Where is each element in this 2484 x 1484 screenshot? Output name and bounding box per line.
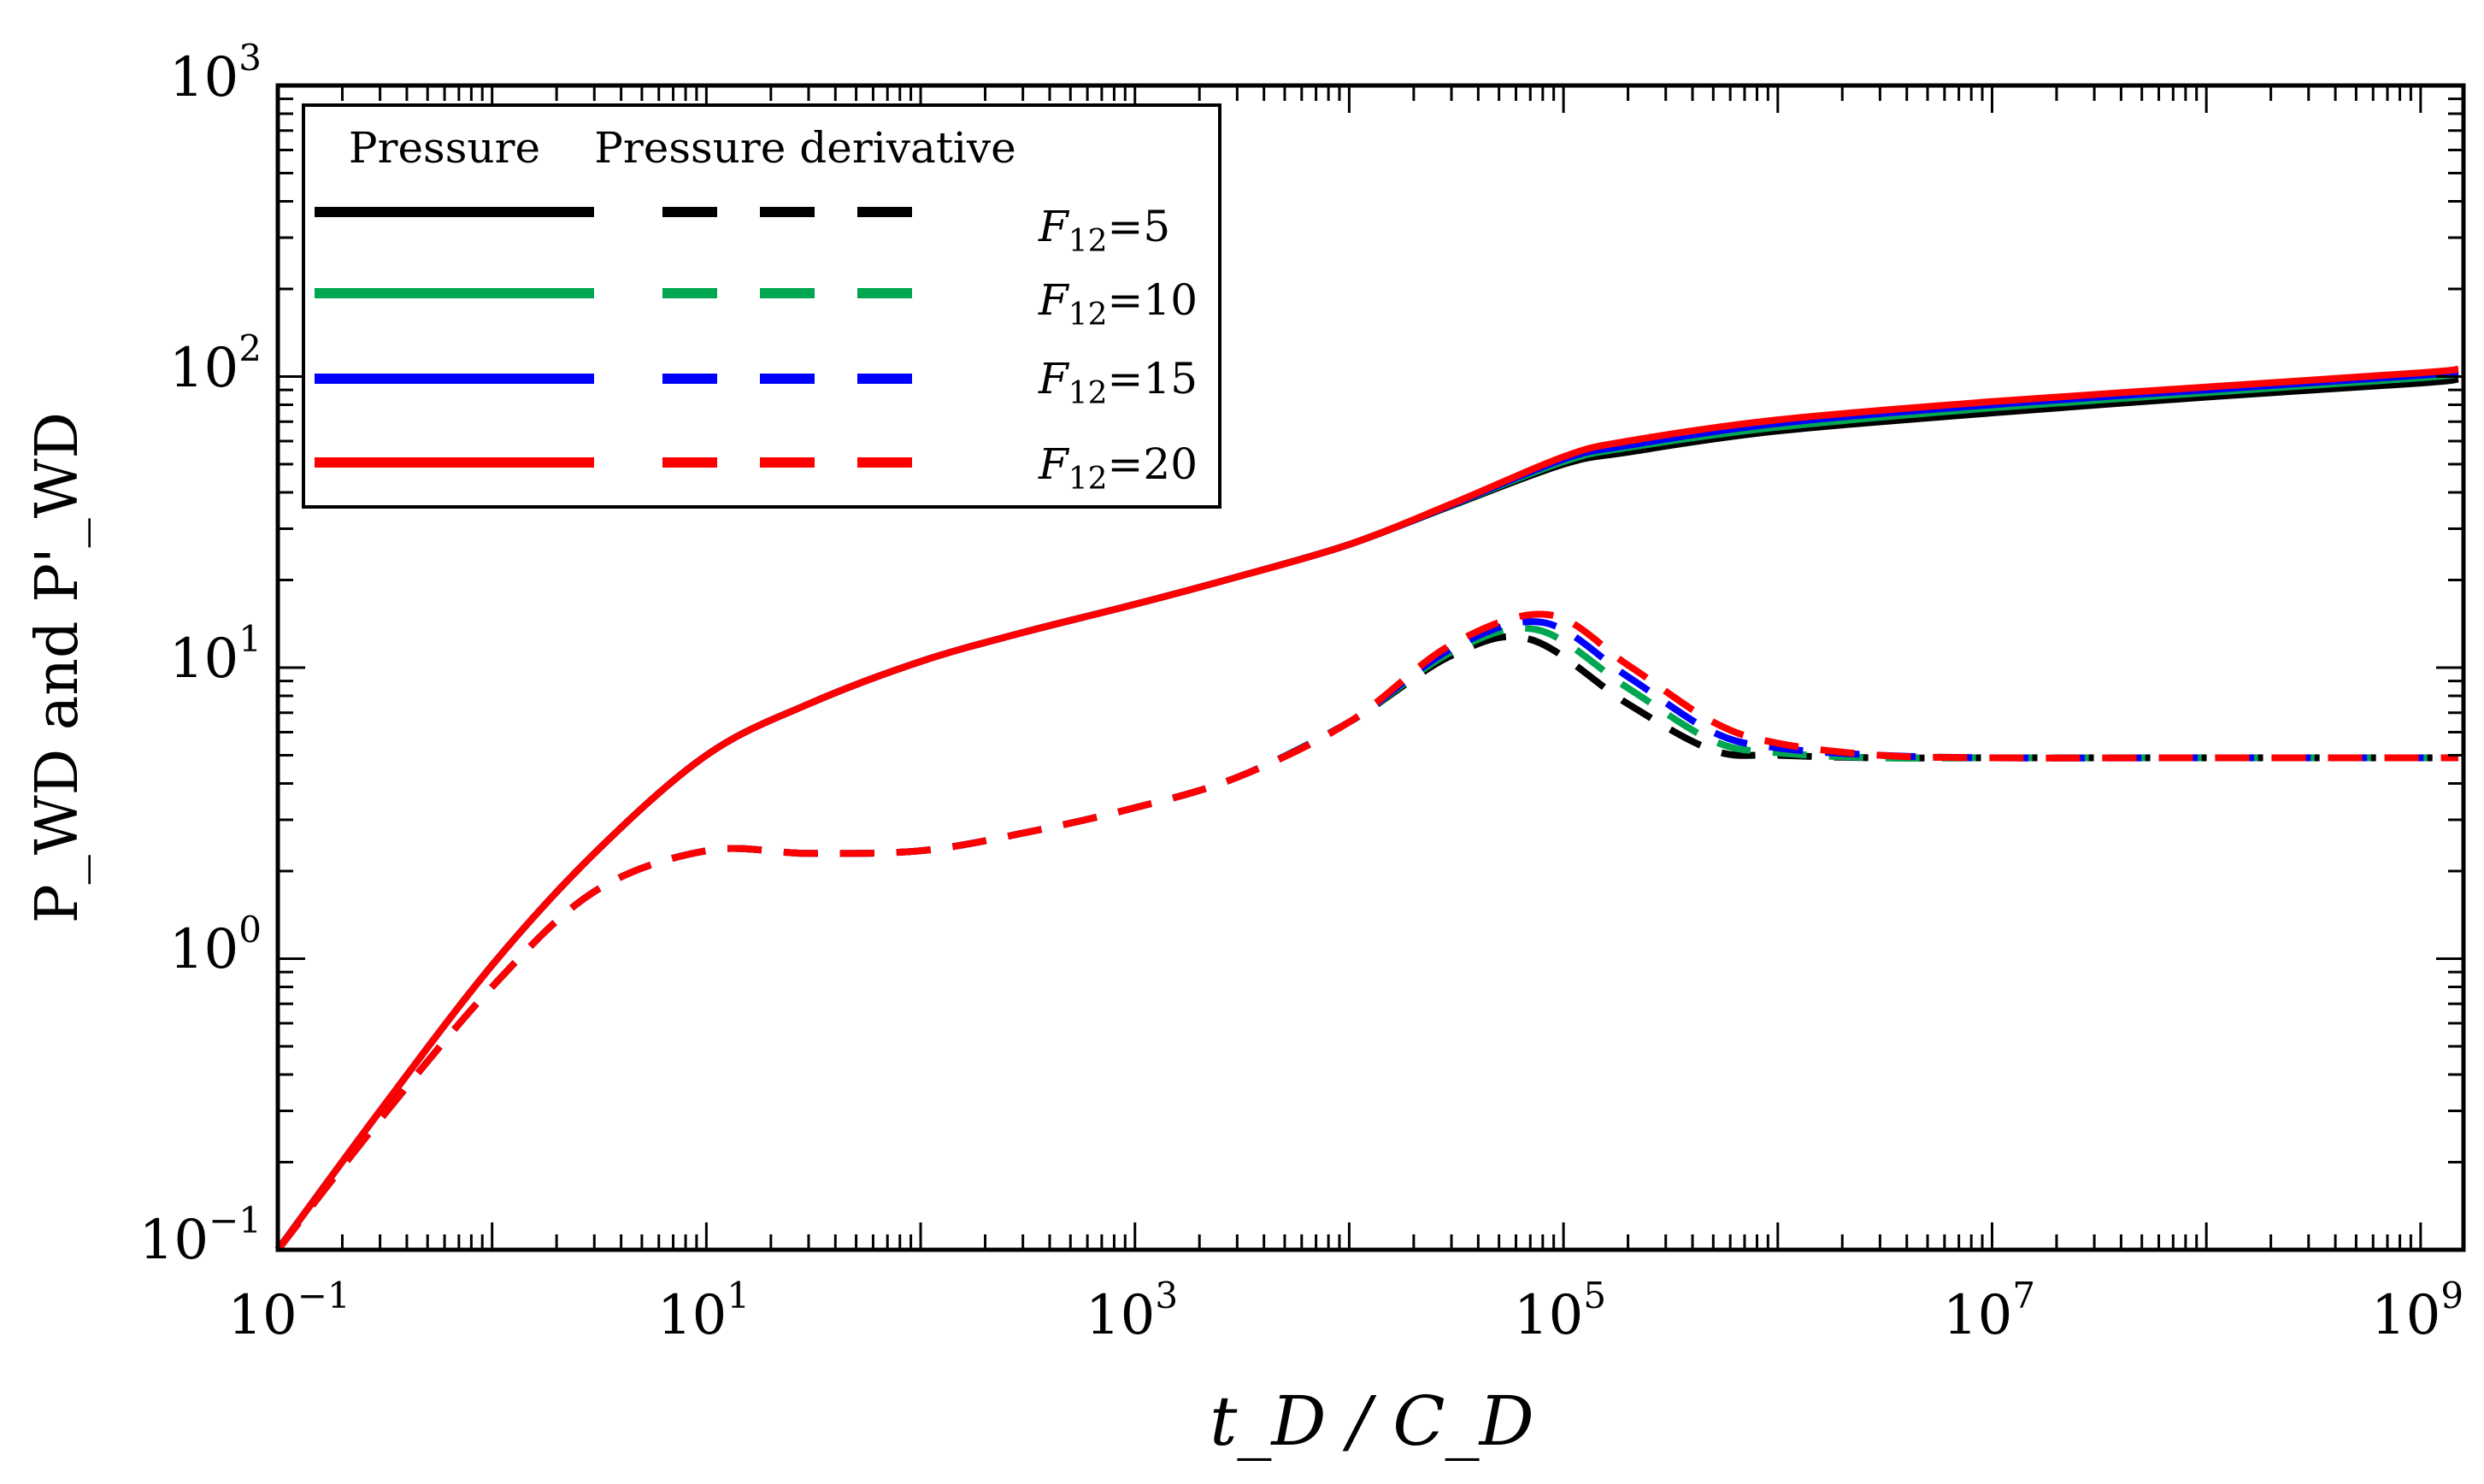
legend-box (302, 103, 1221, 509)
series-line-6 (274, 618, 2458, 1252)
legend-label-0: F12=5 (1038, 202, 1170, 259)
y-axis-label: P_WD and P'_WD (24, 412, 91, 923)
x-tick-label-5: 109 (2371, 1275, 2463, 1347)
series-line-0 (274, 375, 2459, 1252)
x-tick-label-2: 103 (1086, 1275, 1178, 1347)
x-tick-label-4: 107 (1943, 1275, 2035, 1347)
legend-label-1: F12=10 (1038, 275, 1198, 333)
x-tick-label-3: 105 (1514, 1275, 1606, 1347)
series-line-7 (274, 610, 2458, 1252)
x-axis-label: t_D / C_D (1210, 1381, 1533, 1461)
y-tick-label-0: 10−1 (139, 1199, 262, 1272)
series-line-3 (274, 365, 2459, 1252)
x-tick-label-0: 10−1 (227, 1275, 350, 1347)
y-tick-label-3: 102 (169, 327, 262, 400)
minor-ticks-layer (276, 84, 2463, 1251)
series-line-5 (274, 624, 2458, 1252)
legend-label-3: F12=20 (1038, 439, 1198, 497)
series-layer (274, 365, 2459, 1252)
y-tick-label-1: 100 (169, 909, 262, 981)
y-tick-label-2: 101 (169, 618, 262, 691)
series-line-4 (274, 633, 2458, 1252)
legend-header-pressure: Pressure (349, 123, 540, 173)
y-tick-label-4: 103 (169, 37, 262, 109)
legend: Pressure Pressure derivative F12=5 F12=1… (302, 103, 1221, 509)
plot-frame (275, 83, 2466, 1252)
x-tick-label-1: 101 (657, 1275, 750, 1347)
legend-label-2: F12=15 (1038, 354, 1198, 411)
legend-header-derivative: Pressure derivative (594, 123, 1016, 173)
